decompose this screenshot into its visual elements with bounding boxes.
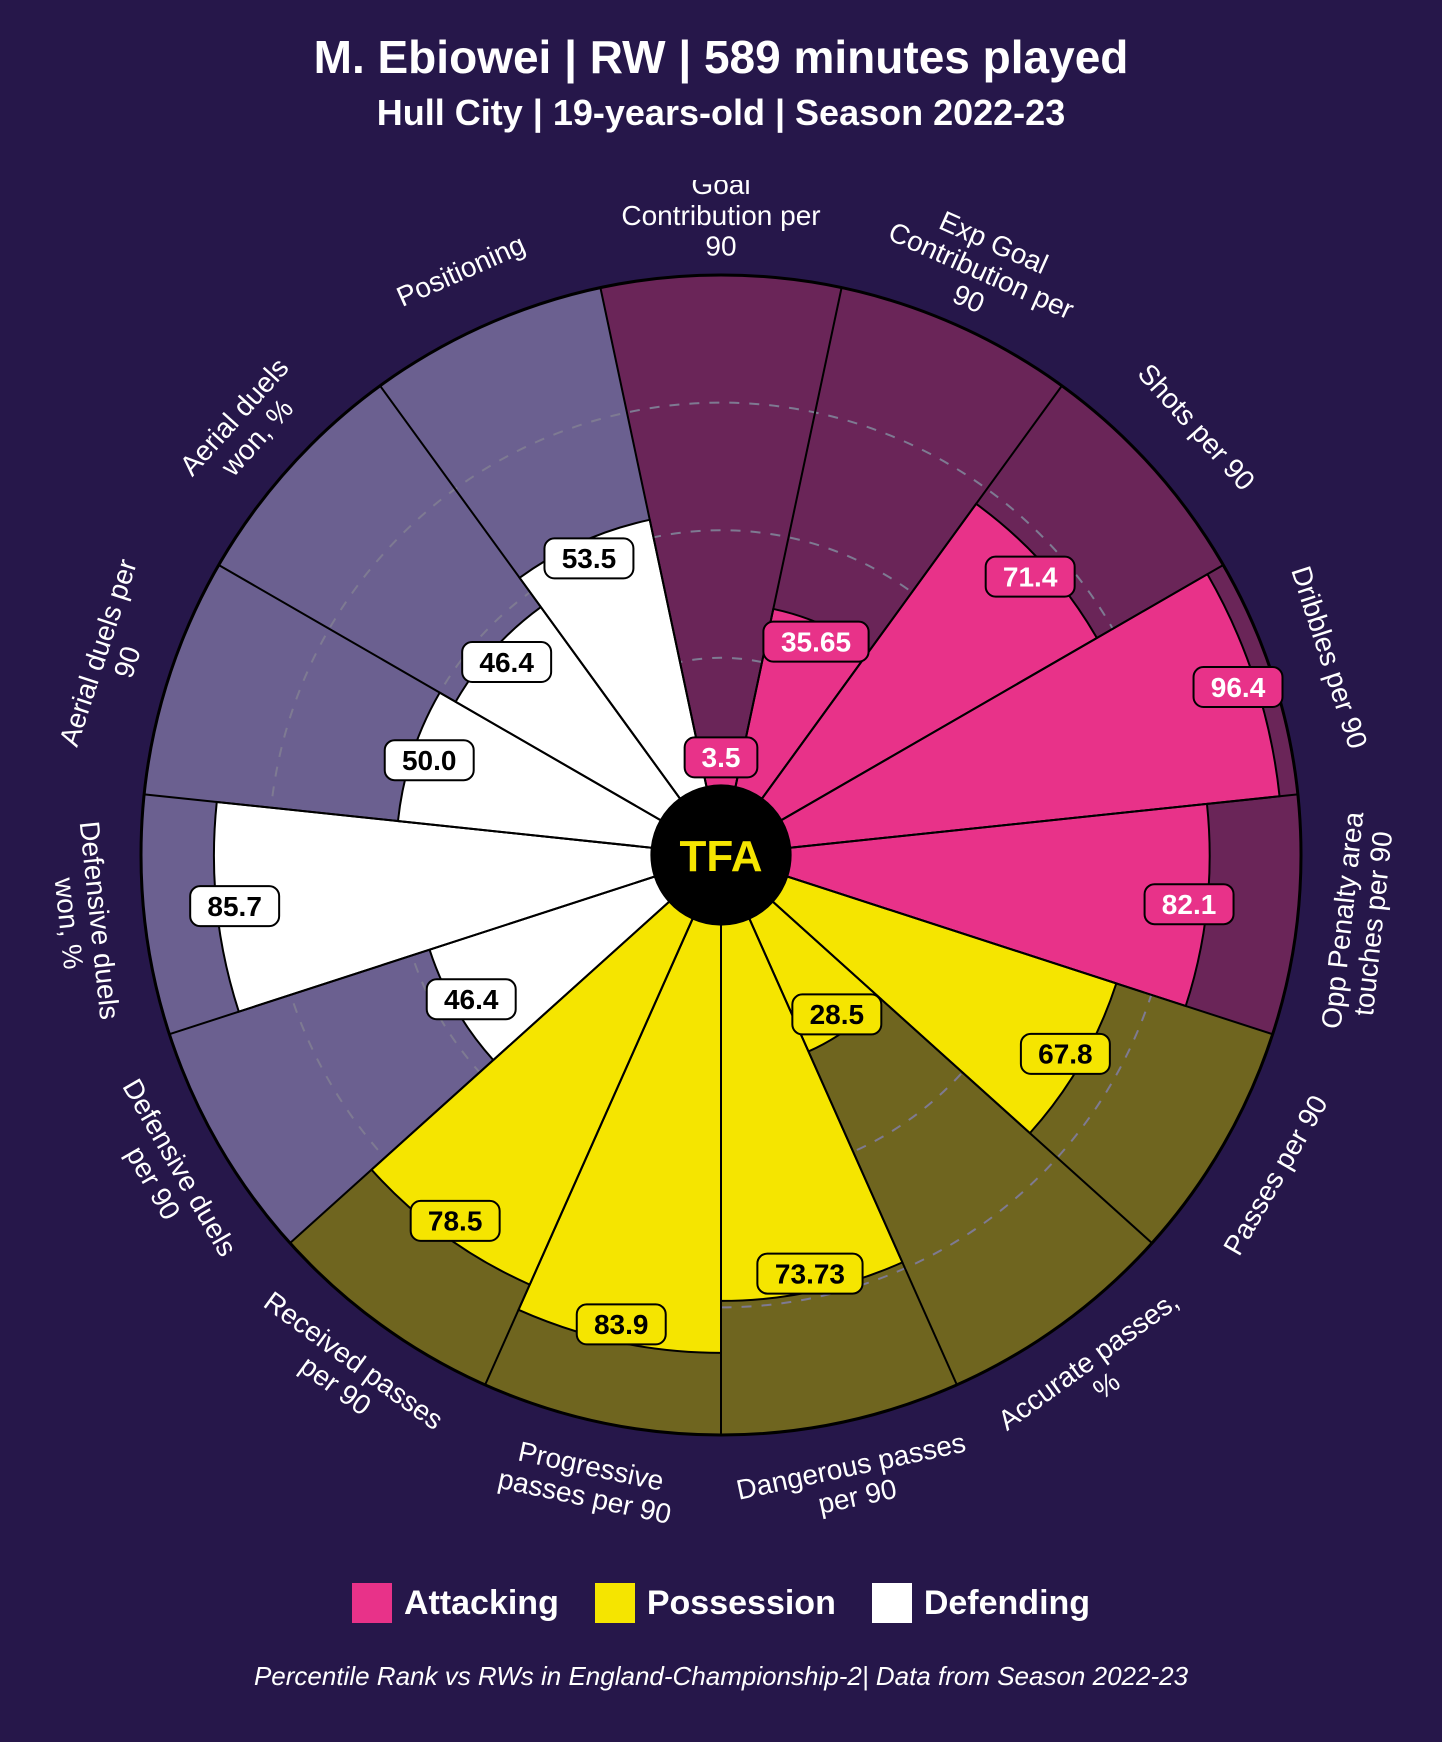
metric-label-group: Dribbles per 90 (1285, 562, 1373, 752)
legend: Attacking Possession Defending (0, 1583, 1442, 1632)
value-label: 78.5 (428, 1206, 483, 1237)
center-label: TFA (679, 832, 762, 881)
value-label: 50.0 (402, 745, 457, 776)
metric-label-group: Dangerous passesper 90 (734, 1427, 975, 1530)
chart-titles: M. Ebiowei | RW | 589 minutes played Hul… (0, 30, 1442, 134)
value-label: 83.9 (594, 1309, 649, 1340)
metric-label-group: GoalContribution per90 (621, 180, 820, 262)
legend-item-possession: Possession (595, 1583, 836, 1623)
value-label: 53.5 (562, 543, 617, 574)
metric-label: Contribution per (621, 200, 820, 231)
value-label: 82.1 (1162, 889, 1217, 920)
value-label: 35.65 (781, 626, 851, 657)
legend-swatch (352, 1583, 392, 1623)
value-label: 85.7 (207, 891, 262, 922)
metric-label-group: Progressivepasses per 90 (495, 1433, 680, 1530)
metric-label: Goal (691, 180, 750, 200)
value-label: 96.4 (1211, 672, 1266, 703)
legend-label: Possession (647, 1584, 836, 1623)
legend-swatch (595, 1583, 635, 1623)
chart-title: M. Ebiowei | RW | 589 minutes played (0, 30, 1442, 84)
legend-label: Attacking (404, 1584, 559, 1623)
chart-subtitle: Hull City | 19-years-old | Season 2022-2… (0, 92, 1442, 134)
legend-swatch (872, 1583, 912, 1623)
radial-svg: 3.5 35.65 71.4 96.4 82.1 67.8 28.5 73.73 83.9 78.… (0, 180, 1442, 1530)
legend-item-attacking: Attacking (352, 1583, 559, 1623)
metric-label-group: Positioning (392, 229, 530, 313)
metric-label-group: Defensive duelswon, % (43, 820, 125, 1025)
metric-label: Dribbles per 90 (1285, 562, 1373, 752)
metric-label-group: Opp Penalty areatouches per 90 (1316, 810, 1400, 1034)
metric-label: Positioning (392, 229, 530, 313)
value-label: 46.4 (444, 984, 499, 1015)
value-label: 67.8 (1038, 1039, 1093, 1070)
value-label: 28.5 (810, 999, 865, 1030)
value-label: 73.73 (775, 1258, 845, 1289)
chart-footer: Percentile Rank vs RWs in England-Champi… (0, 1661, 1442, 1692)
radial-chart: 3.5 35.65 71.4 96.4 82.1 67.8 28.5 73.73 83.9 78.… (0, 180, 1442, 1530)
metric-label: 90 (705, 231, 736, 262)
legend-item-defending: Defending (872, 1583, 1090, 1623)
value-label: 71.4 (1003, 561, 1058, 592)
value-label: 46.4 (479, 647, 534, 678)
legend-label: Defending (924, 1584, 1090, 1623)
value-label: 3.5 (702, 742, 741, 773)
